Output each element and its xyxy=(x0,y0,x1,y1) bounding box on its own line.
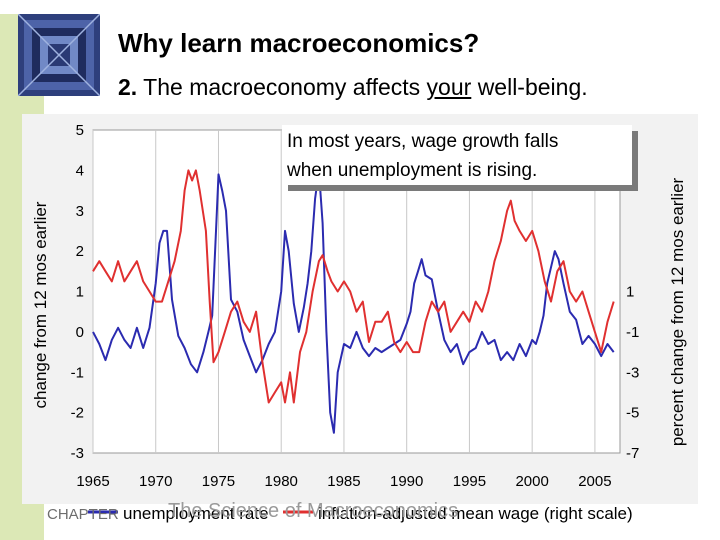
left-y-tick-label: 1 xyxy=(76,284,84,301)
tick-labels: 1965 1970 1975 1980 1985 1990 1995 2000 2005 5 4 3 2… xyxy=(71,122,640,490)
footer-chapter: CHAPTER xyxy=(47,506,119,523)
x-tick-label: 2000 xyxy=(515,473,548,490)
subtitle-number: 2. xyxy=(118,74,138,100)
right-y-tick-label: 1 xyxy=(626,284,634,301)
callout-line-2: when unemployment is rising. xyxy=(286,160,537,181)
legend-unemployment-label: unemployment rate xyxy=(123,504,269,523)
left-y-tick-label: -1 xyxy=(71,364,84,381)
left-y-tick-label: 3 xyxy=(76,203,84,220)
left-y-tick-label: 4 xyxy=(76,162,84,179)
x-tick-label: 1985 xyxy=(327,473,360,490)
left-y-tick-label: 2 xyxy=(76,243,84,260)
callout-line-1: In most years, wage growth falls xyxy=(287,131,558,152)
left-axis-label: change from 12 mos earlier xyxy=(31,201,50,408)
right-y-tick-label: -3 xyxy=(626,364,639,381)
subtitle-text-end: well-being. xyxy=(477,74,588,100)
left-y-tick-label: -3 xyxy=(71,445,84,462)
book-cover-logo xyxy=(18,14,100,96)
footer-book-title: The Science of Macroeconomics xyxy=(168,500,459,522)
x-tick-label: 1970 xyxy=(139,473,172,490)
legend-wage-label: inflation-adjusted mean wage (right scal… xyxy=(318,504,633,523)
slide-title: Why learn macroeconomics? xyxy=(118,28,480,58)
x-tick-label: 1980 xyxy=(265,473,298,490)
slide-top-band xyxy=(0,0,720,14)
slide-subtitle: 2. The macroeconomy affects your well-be… xyxy=(118,74,588,101)
x-tick-label: 1975 xyxy=(202,473,235,490)
right-y-tick-label: -1 xyxy=(626,324,639,341)
right-axis-label: percent change from 12 mos earlier xyxy=(668,177,687,446)
left-y-tick-label: -2 xyxy=(71,405,84,422)
left-y-tick-label: 5 xyxy=(76,122,84,139)
annotation-callout: In most years, wage growth falls when un… xyxy=(282,125,638,191)
unemployment-rate-line xyxy=(92,169,615,434)
callout-box xyxy=(282,125,632,185)
legend: unemployment rate inflation-adjusted mea… xyxy=(88,504,633,523)
x-tick-label: 1965 xyxy=(76,473,109,490)
series-layer xyxy=(92,169,615,434)
subtitle-text-start: The macroeconomy affects xyxy=(143,74,421,100)
x-tick-label: 1995 xyxy=(453,473,486,490)
left-y-tick-label: 0 xyxy=(76,324,84,341)
subtitle-underlined-word: your xyxy=(426,74,472,100)
x-tick-label: 2005 xyxy=(578,473,611,490)
right-y-tick-label: -5 xyxy=(626,405,639,422)
right-y-tick-label: -7 xyxy=(626,445,639,462)
real-wage-line xyxy=(92,169,615,404)
x-tick-label: 1990 xyxy=(390,473,423,490)
